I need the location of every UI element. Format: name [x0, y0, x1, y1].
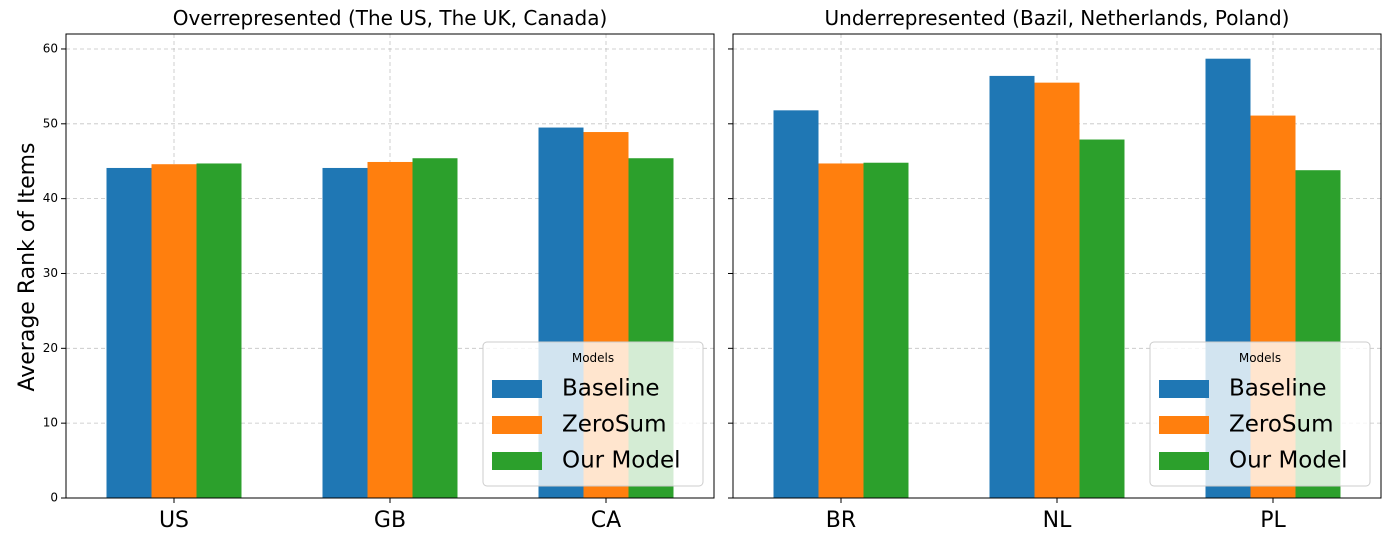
legend-swatch-baseline: [492, 380, 542, 398]
legend-swatch-zerosum: [1159, 416, 1209, 434]
bar-zerosum-nl: [1034, 82, 1080, 498]
bar-our-model-gb: [412, 158, 458, 499]
legend: Models Baseline ZeroSum Our Model: [1149, 341, 1371, 487]
legend-swatch-baseline: [1159, 380, 1209, 398]
legend-box: [1149, 341, 1371, 487]
x-tick-label: PL: [1260, 508, 1286, 533]
y-tick-label: 50: [43, 116, 58, 130]
chart-title: Underrepresented (Bazil, Netherlands, Po…: [825, 6, 1290, 30]
legend-label: ZeroSum: [1229, 412, 1334, 438]
legend-swatch-our-model: [492, 452, 542, 470]
legend-title: Models: [572, 351, 614, 365]
chart-panels: Overrepresented (The US, The UK, Canada)…: [43, 6, 1382, 533]
y-tick-label: 10: [43, 416, 58, 430]
y-tick-label: 30: [43, 266, 58, 280]
bar-baseline-br: [773, 110, 819, 499]
bar-baseline-gb: [322, 167, 368, 498]
x-tick-label: GB: [374, 508, 406, 533]
legend-box: [482, 341, 704, 487]
x-tick-label: US: [159, 508, 189, 533]
bar-zerosum-br: [818, 163, 864, 499]
legend-label: Our Model: [1229, 448, 1348, 474]
legend-label: Baseline: [1229, 376, 1327, 402]
legend-label: Our Model: [562, 448, 681, 474]
bar-baseline-nl: [989, 75, 1035, 499]
legend-swatch-zerosum: [492, 416, 542, 434]
bar-our-model-nl: [1079, 139, 1125, 498]
legend-swatch-our-model: [1159, 452, 1209, 470]
y-tick-label: 0: [50, 491, 58, 505]
y-axis-label: Average Rank of Items: [15, 142, 40, 391]
legend-label: Baseline: [562, 376, 660, 402]
x-tick-label: CA: [591, 508, 621, 533]
y-tick-label: 40: [43, 191, 58, 205]
bar-baseline-us: [106, 167, 152, 498]
legend-label: ZeroSum: [562, 412, 667, 438]
legend: Models Baseline ZeroSum Our Model: [482, 341, 704, 487]
y-tick-label: 60: [43, 41, 58, 55]
bar-zerosum-us: [151, 164, 197, 498]
y-tick-label: 20: [43, 341, 58, 355]
bar-our-model-us: [196, 163, 242, 499]
chart-panel-1: Overrepresented (The US, The UK, Canada)…: [43, 6, 715, 533]
x-tick-label: NL: [1043, 508, 1072, 533]
x-tick-label: BR: [826, 508, 856, 533]
chart-panel-2: Underrepresented (Bazil, Netherlands, Po…: [728, 6, 1382, 533]
chart-title: Overrepresented (The US, The UK, Canada): [173, 6, 608, 30]
axes-frame: [732, 33, 1382, 499]
legend-title: Models: [1239, 351, 1281, 365]
bar-our-model-br: [863, 162, 909, 498]
axes-frame: [65, 33, 715, 499]
bar-zerosum-gb: [367, 161, 413, 499]
